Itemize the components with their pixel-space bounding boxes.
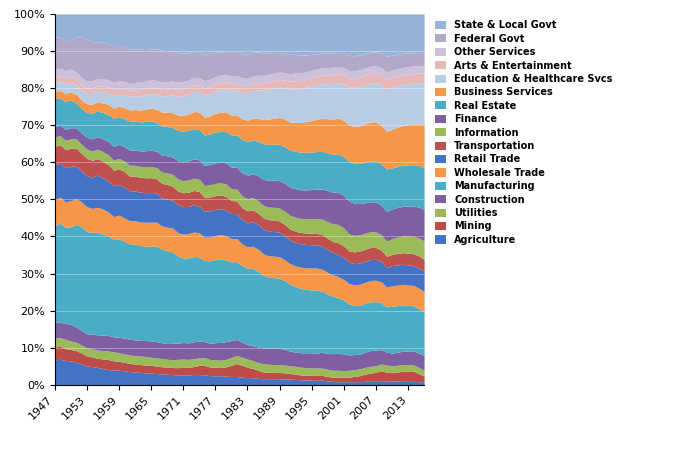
Legend: State & Local Govt, Federal Govt, Other Services, Arts & Entertainment, Educatio: State & Local Govt, Federal Govt, Other … (433, 19, 614, 247)
